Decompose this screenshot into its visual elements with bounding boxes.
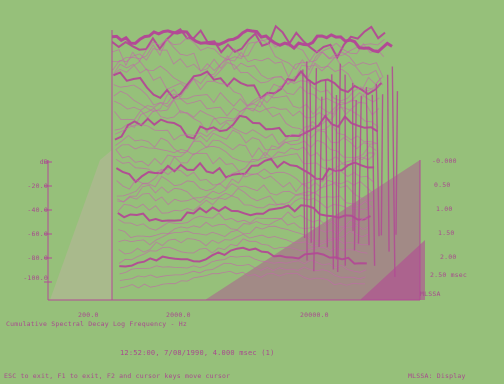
left-axis-tick: -40.0: [27, 206, 48, 214]
decay-ridge: [395, 91, 399, 235]
decay-slice: [119, 255, 367, 275]
floor-left-wall: [50, 150, 112, 300]
right-axis-tick: 1.00: [436, 205, 453, 213]
bottom-axis-tick: 20000.0: [300, 311, 329, 319]
floor-wedge-dark: [205, 240, 425, 300]
decay-slice: [117, 195, 372, 214]
left-axis-tick: dB: [39, 158, 48, 166]
decay-ridge: [302, 69, 306, 238]
decay-ridge: [309, 79, 312, 243]
bottom-axis-tick: 2000.0: [166, 311, 191, 319]
decay-slice: [116, 168, 374, 190]
decay-slice: [119, 270, 365, 289]
waterfall-slices: [111, 24, 399, 289]
floor-right-wedge: [100, 160, 420, 300]
decay-ridge: [313, 68, 318, 272]
decay-slice: [112, 62, 383, 91]
decay-ridge: [371, 94, 376, 266]
decay-slice: [114, 114, 379, 141]
right-axis-tick: 0.50: [434, 181, 451, 189]
decay-ridge: [386, 74, 390, 252]
decay-slice: [112, 38, 385, 73]
decay-slice: [118, 233, 369, 255]
right-axis-caption: MLSSA: [420, 290, 441, 298]
right-axis-tick: 2.00: [440, 253, 457, 261]
decay-ridge: [391, 66, 396, 277]
decay-ridge: [324, 79, 328, 248]
decay-slice: [114, 107, 379, 134]
plot-floor: [50, 150, 425, 300]
decay-slice: [117, 204, 371, 223]
left-axis-tick: -80.0: [27, 254, 48, 262]
left-axis-tick: -100.0: [23, 274, 48, 282]
decay-slice: [117, 211, 370, 231]
bottom-axis-tick: 200.0: [78, 311, 99, 319]
timestamp-line: 12:52:00, 7/08/1990, 4.000 msec (1): [120, 349, 275, 357]
decay-ridge: [318, 96, 323, 248]
decay-slice: [115, 121, 378, 145]
decay-ridge: [380, 94, 384, 236]
decay-slice: [118, 238, 368, 264]
help-line: ESC to exit, F1 to exit, F2 and cursor k…: [4, 372, 231, 380]
back-slice-contour: [111, 28, 393, 54]
bottom-axis-caption: Cumulative Spectral Decay Log Frequency …: [6, 320, 187, 328]
program-label: MLSSA: Display: [408, 372, 466, 380]
decay-slice: [119, 246, 367, 268]
decay-slice: [114, 92, 380, 117]
decay-slice: [119, 262, 366, 281]
decay-slice: [112, 55, 383, 86]
right-axis-tick: -0.000: [432, 157, 457, 165]
decay-ridge: [353, 99, 357, 251]
left-axis-tick: -60.0: [27, 230, 48, 238]
left-axis-tick: -20.0: [27, 182, 48, 190]
right-axis-tick: 2.50 msec: [430, 271, 468, 279]
plot-frame: [44, 30, 421, 301]
decay-slice: [116, 172, 374, 197]
decay-ridge: [375, 83, 380, 237]
decay-slice: [113, 69, 383, 100]
decay-ridge: [337, 63, 341, 272]
decay-ridge: [365, 87, 370, 246]
right-axis-tick: 1.50: [438, 229, 455, 237]
decay-ridge: [357, 95, 362, 244]
decay-slice: [116, 183, 373, 203]
decay-ridge: [331, 74, 335, 270]
decay-slice: [112, 36, 385, 67]
decay-slice: [112, 48, 384, 79]
decay-slice: [117, 187, 372, 208]
